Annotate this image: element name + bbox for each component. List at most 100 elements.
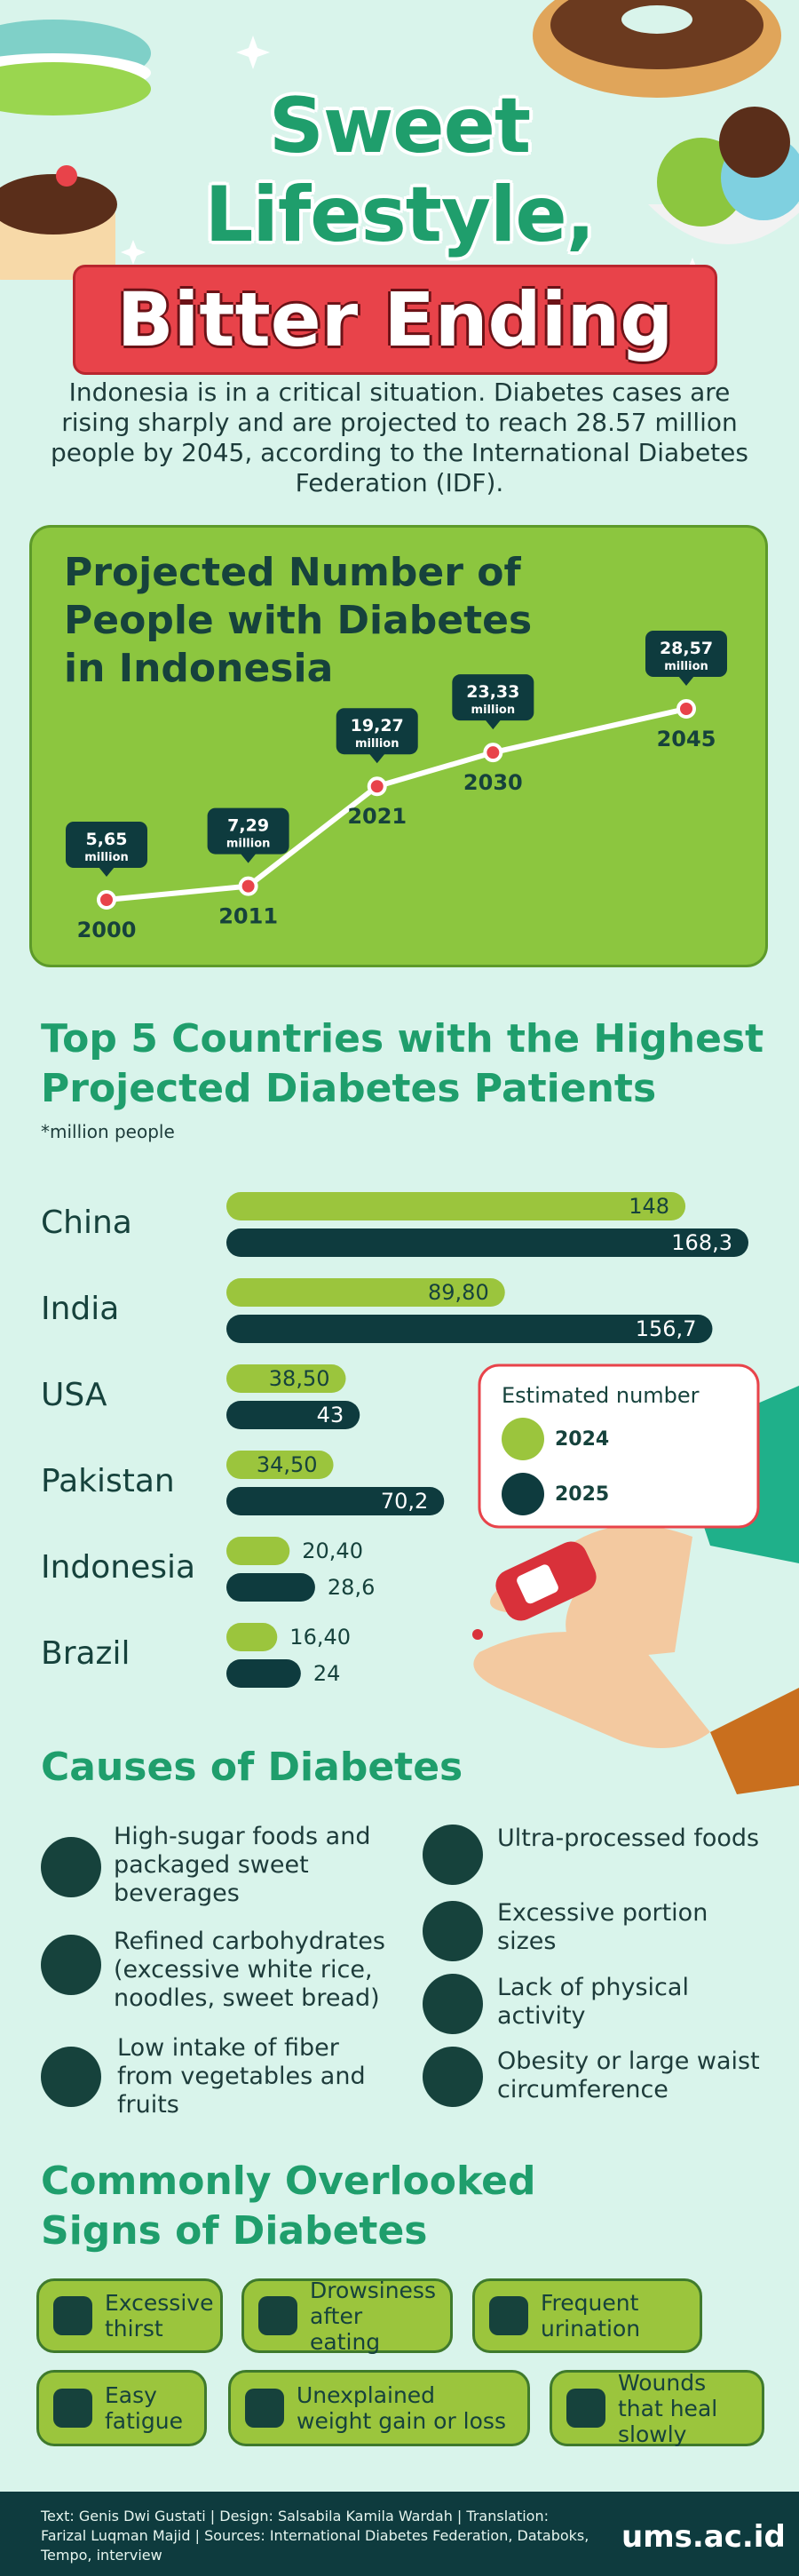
- bar: [226, 1364, 346, 1393]
- bar: [226, 1573, 315, 1602]
- x-label: 2011: [218, 904, 278, 929]
- category-label: Brazil: [41, 1635, 130, 1672]
- value-label: 28,57: [660, 639, 713, 658]
- sign-icon: [489, 2296, 528, 2335]
- cause-icon: [423, 1825, 483, 1885]
- bar: [226, 1537, 290, 1565]
- x-label: 2045: [657, 727, 716, 751]
- sign-icon: [53, 2296, 92, 2335]
- bar: [226, 1623, 278, 1651]
- value-label: 148: [629, 1194, 669, 1219]
- value-unit: million: [355, 737, 400, 751]
- value-unit: million: [664, 660, 708, 673]
- callout-pointer: [368, 753, 385, 764]
- point: [483, 743, 503, 763]
- cause-item: Excessive portion sizes: [497, 1899, 708, 1955]
- category-label: India: [41, 1291, 119, 1327]
- donut: [533, 0, 781, 98]
- legend-swatch: [502, 1418, 544, 1460]
- cause-icon: [41, 1837, 101, 1897]
- sign-pill: Frequent urination: [472, 2278, 702, 2353]
- title-line: Sweet: [268, 82, 531, 171]
- value-label: 24: [313, 1661, 341, 1686]
- chart-subtitle: *million people: [41, 1121, 175, 1142]
- point: [97, 890, 116, 910]
- site-url: ums.ac.id: [621, 2519, 786, 2555]
- legend-box: [478, 1364, 760, 1529]
- callout-pointer: [240, 853, 257, 863]
- ice-cream: [648, 107, 799, 244]
- bar: [226, 1228, 748, 1257]
- sign-text: Easy fatigue: [105, 2382, 183, 2434]
- legend-title: Estimated number: [502, 1383, 700, 1408]
- cake: [0, 165, 117, 280]
- bar: [226, 1659, 301, 1688]
- value-label: 28,6: [328, 1575, 375, 1600]
- bar: [226, 1192, 686, 1220]
- sign-text: Wounds that heal slowly: [618, 2369, 718, 2447]
- value-label: 23,33: [466, 682, 519, 702]
- sign-icon: [258, 2296, 297, 2335]
- cause-item: Refined carbohydrates (excessive white r…: [114, 1928, 385, 2012]
- value-label: 168,3: [671, 1230, 732, 1255]
- sign-icon: [245, 2389, 284, 2428]
- callout-pointer: [99, 867, 115, 877]
- value-label: 38,50: [269, 1366, 330, 1391]
- section-title: Causes of Diabetes: [41, 1745, 463, 1790]
- callout-box: [207, 807, 289, 855]
- footer: [0, 2492, 799, 2576]
- value-label: 34,50: [257, 1452, 318, 1477]
- cause-item: Ultra-processed foods: [497, 1825, 760, 1852]
- value-label: 16,40: [289, 1625, 351, 1650]
- value-label: 19,27: [351, 716, 404, 735]
- value-label: 89,80: [428, 1280, 489, 1305]
- legend-label: 2025: [555, 1483, 609, 1506]
- sign-pill: Wounds that heal slowly: [550, 2369, 764, 2447]
- point: [367, 776, 387, 797]
- value-label: 43: [317, 1403, 344, 1427]
- x-label: 2021: [347, 804, 407, 829]
- section-title: Commonly Overlooked Signs of Diabetes: [41, 2159, 536, 2254]
- cause-item: Low intake of fiber from vegetables and …: [117, 2034, 366, 2119]
- callout-box: [645, 631, 727, 677]
- sign-text: Drowsiness after eating: [310, 2277, 436, 2355]
- cause-icon: [423, 1901, 483, 1961]
- cause-icon: [423, 2047, 483, 2107]
- bar: [226, 1315, 713, 1343]
- credits: Text: Genis Dwi Gustati | Design: Salsab…: [41, 2508, 589, 2564]
- title-highlight: Bitter Ending: [73, 265, 717, 375]
- callout-box: [452, 674, 534, 721]
- callout-box: [336, 708, 418, 755]
- bar: [226, 1487, 445, 1515]
- cause-item: Lack of physical activity: [497, 1974, 689, 2030]
- cause-item: Obesity or large waist circumference: [497, 2047, 760, 2103]
- value-label: 5,65: [86, 830, 128, 849]
- macaron: [0, 20, 151, 115]
- cause-item: High-sugar foods and packaged sweet beve…: [114, 1823, 371, 1907]
- title-line: Lifestyle,: [204, 171, 596, 259]
- bar: [226, 1451, 334, 1479]
- legend-label: 2024: [555, 1428, 609, 1451]
- section-title: Top 5 Countries with the Highest Project…: [41, 1016, 764, 1111]
- intro-text: Indonesia is in a critical situation. Di…: [51, 378, 748, 497]
- sign-pill: Easy fatigue: [36, 2370, 207, 2446]
- cause-icon: [41, 2047, 101, 2107]
- value-label: 156,7: [636, 1316, 697, 1341]
- value-unit: million: [471, 704, 516, 717]
- cause-icon: [423, 1974, 483, 2034]
- cause-icon: [41, 1935, 101, 1995]
- point: [676, 699, 696, 719]
- sign-pill: Drowsiness after eating: [241, 2277, 453, 2355]
- bar: [226, 1401, 360, 1429]
- sign-pill: Excessive thirst: [36, 2278, 223, 2353]
- chart-title: Projected Number of People with Diabetes…: [64, 550, 533, 691]
- value-label: 7,29: [227, 816, 269, 836]
- sign-icon: [53, 2389, 92, 2428]
- bar: [226, 1278, 505, 1307]
- category-label: Pakistan: [41, 1463, 175, 1499]
- sign-icon: [566, 2389, 605, 2428]
- callout-pointer: [678, 676, 694, 686]
- line-chart: 5,65 million 2000 7,29 million 2011 19,27 milli…: [66, 631, 727, 942]
- category-label: China: [41, 1205, 132, 1241]
